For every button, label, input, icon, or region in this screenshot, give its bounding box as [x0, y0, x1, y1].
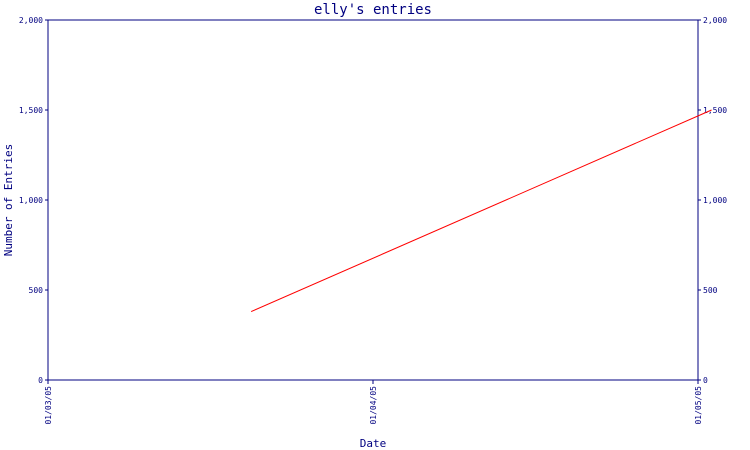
y-axis-left: 0 500 1,000 1,500 2,000 — [19, 16, 48, 385]
y-tick-label-left: 2,000 — [19, 16, 43, 25]
y-tick-label-right: 2,000 — [703, 16, 727, 25]
y-tick-label-left: 1,000 — [19, 196, 43, 205]
plot-frame — [47, 19, 699, 381]
y-tick-label-left: 1,500 — [19, 106, 43, 115]
y-tick-label-left: 500 — [29, 286, 44, 295]
y-axis-label: Number of Entries — [2, 144, 15, 257]
y-tick-label-right: 1,000 — [703, 196, 727, 205]
x-tick-label: 01/05/05 — [694, 386, 703, 425]
y-tick-label-right: 1,500 — [703, 106, 727, 115]
x-tick-label: 01/03/05 — [44, 386, 53, 425]
x-axis-label: Date — [360, 437, 387, 450]
series-group — [250, 109, 712, 313]
series-line — [250, 109, 712, 313]
chart-title: elly's entries — [314, 2, 432, 18]
y-tick-label-right: 500 — [703, 286, 718, 295]
y-tick-label-left: 0 — [38, 376, 43, 385]
y-tick-label-right: 0 — [703, 376, 708, 385]
y-axis-right: 0 500 1,000 1,500 2,000 — [698, 16, 727, 385]
x-axis: 01/03/05 01/04/05 01/05/05 — [44, 380, 703, 425]
x-tick-label: 01/04/05 — [369, 386, 378, 425]
